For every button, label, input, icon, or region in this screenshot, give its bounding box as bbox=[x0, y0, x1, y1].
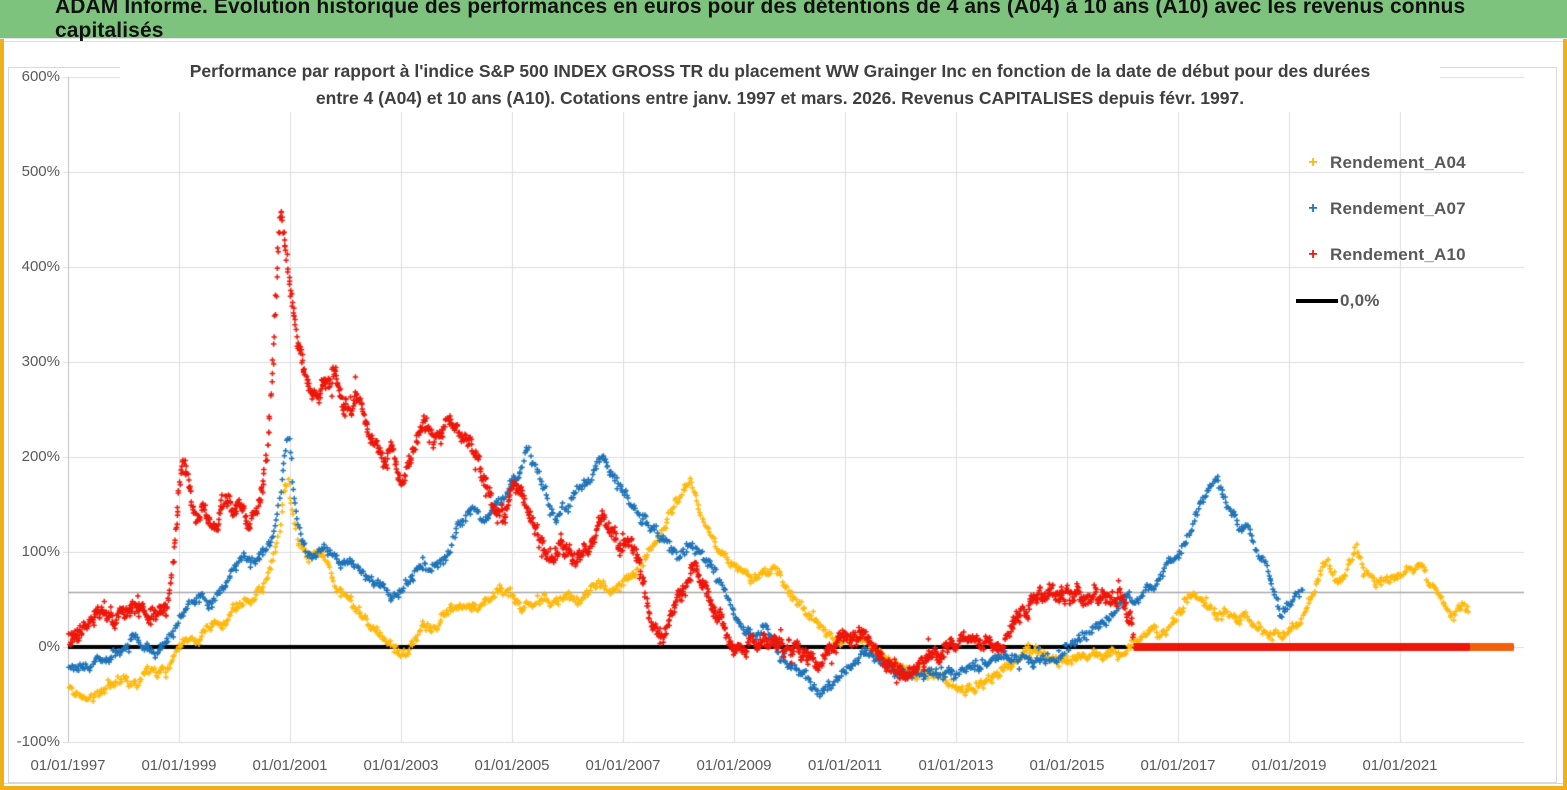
x-tick-label: 01/01/2005 bbox=[474, 757, 550, 774]
plus-marker-icon: + bbox=[1308, 154, 1318, 171]
chart-title-line1: Performance par rapport à l'indice S&P 5… bbox=[189, 61, 1371, 81]
y-tick-label: 0% bbox=[38, 638, 60, 655]
y-tick-label: 200% bbox=[21, 448, 60, 465]
y-tick-label: 300% bbox=[21, 353, 60, 370]
x-tick-label: 01/01/2017 bbox=[1140, 757, 1216, 774]
chart-title: Performance par rapport à l'indice S&P 5… bbox=[120, 58, 1440, 112]
y-tick-label: -100% bbox=[16, 733, 60, 750]
chart-title-line2: entre 4 (A04) et 10 ans (A10). Cotations… bbox=[315, 88, 1245, 108]
right-frame-border bbox=[1563, 39, 1567, 790]
bottom-frame-border bbox=[0, 786, 1567, 790]
x-tick-label: 01/01/2003 bbox=[363, 757, 439, 774]
x-tick-label: 01/01/2015 bbox=[1029, 757, 1105, 774]
zero-line-icon bbox=[1296, 299, 1338, 303]
legend-item-rendement-a10: + Rendement_A10 bbox=[1296, 232, 1506, 278]
legend-label: Rendement_A04 bbox=[1330, 153, 1466, 172]
y-tick-label: 100% bbox=[21, 543, 60, 560]
y-tick-label: 500% bbox=[21, 163, 60, 180]
x-tick-label: 01/01/2007 bbox=[585, 757, 661, 774]
legend-label: 0,0% bbox=[1340, 291, 1380, 310]
x-tick-label: 01/01/2009 bbox=[696, 757, 772, 774]
legend-label: Rendement_A10 bbox=[1330, 245, 1466, 264]
legend-item-rendement-a04: + Rendement_A04 bbox=[1296, 140, 1506, 186]
x-tick-label: 01/01/2019 bbox=[1251, 757, 1327, 774]
legend-label: Rendement_A07 bbox=[1330, 199, 1466, 218]
y-tick-label: 400% bbox=[21, 258, 60, 275]
x-tick-label: 01/01/1999 bbox=[141, 757, 217, 774]
left-frame-border bbox=[0, 39, 4, 790]
x-tick-label: 01/01/2011 bbox=[808, 757, 882, 774]
chart-legend: + Rendement_A04 + Rendement_A07 + Rendement_A… bbox=[1296, 140, 1506, 324]
y-tick-label: 600% bbox=[21, 68, 60, 85]
legend-item-rendement-a07: + Rendement_A07 bbox=[1296, 186, 1506, 232]
x-tick-label: 01/01/1997 bbox=[30, 757, 106, 774]
bottom-divider bbox=[4, 783, 1563, 784]
plus-marker-icon: + bbox=[1308, 200, 1318, 217]
plus-marker-icon: + bbox=[1308, 246, 1318, 263]
x-tick-label: 01/01/2013 bbox=[918, 757, 994, 774]
x-tick-label: 01/01/2001 bbox=[252, 757, 328, 774]
legend-item-0-0-: 0,0% bbox=[1296, 278, 1506, 324]
x-tick-label: 01/01/2021 bbox=[1362, 757, 1438, 774]
